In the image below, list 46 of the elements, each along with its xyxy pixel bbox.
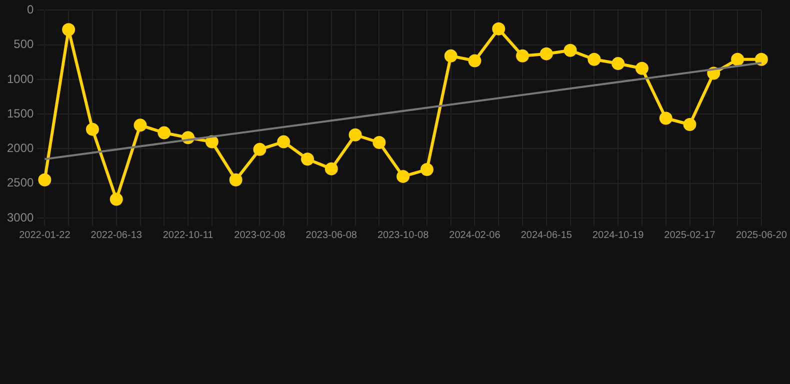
x-tick-label: 2022-10-11 xyxy=(162,230,214,241)
point xyxy=(229,173,242,186)
x-tick-label: 2025-02-17 xyxy=(664,230,716,241)
point xyxy=(731,52,744,66)
x-tick-label: 2024-10-19 xyxy=(592,230,644,241)
point xyxy=(540,47,553,60)
point xyxy=(420,163,434,176)
point xyxy=(564,44,577,57)
point xyxy=(372,136,386,149)
y-tick-label: 500 xyxy=(14,37,34,52)
point xyxy=(444,49,458,62)
y-tick-label: 2000 xyxy=(6,141,34,156)
point xyxy=(635,62,648,75)
point xyxy=(158,126,171,140)
y-tick-label: 2500 xyxy=(6,176,34,190)
x-tick-label: 2023-10-08 xyxy=(377,230,430,241)
point xyxy=(659,112,672,125)
y-tick-label: 3000 xyxy=(6,210,34,224)
point xyxy=(300,152,314,166)
x-tick-label: 2025-06-20 xyxy=(736,230,788,241)
point xyxy=(588,52,601,66)
point xyxy=(612,57,625,70)
y-tick-label: 1500 xyxy=(6,106,34,120)
point xyxy=(134,118,147,132)
y-tick-label: 0 xyxy=(27,2,34,17)
point xyxy=(110,192,123,206)
x-tick-label: 2024-02-06 xyxy=(449,230,501,241)
point xyxy=(396,170,410,183)
point xyxy=(277,135,290,148)
x-tick-label: 2024-06-15 xyxy=(520,230,572,241)
x-tick-label: 2022-06-13 xyxy=(90,230,142,241)
point xyxy=(62,23,76,36)
x-tick-label: 2023-06-08 xyxy=(306,230,358,241)
point xyxy=(253,142,266,156)
x-tick-label: 2022-01-22 xyxy=(19,230,71,241)
point xyxy=(324,162,338,176)
point xyxy=(86,122,99,136)
point xyxy=(348,128,362,142)
y-tick-label: 1000 xyxy=(6,72,34,86)
point xyxy=(516,49,530,62)
point xyxy=(683,118,696,131)
point xyxy=(492,22,506,36)
point xyxy=(205,135,218,148)
point xyxy=(468,54,482,68)
x-tick-label: 2023-02-08 xyxy=(234,230,286,241)
point xyxy=(754,52,768,66)
